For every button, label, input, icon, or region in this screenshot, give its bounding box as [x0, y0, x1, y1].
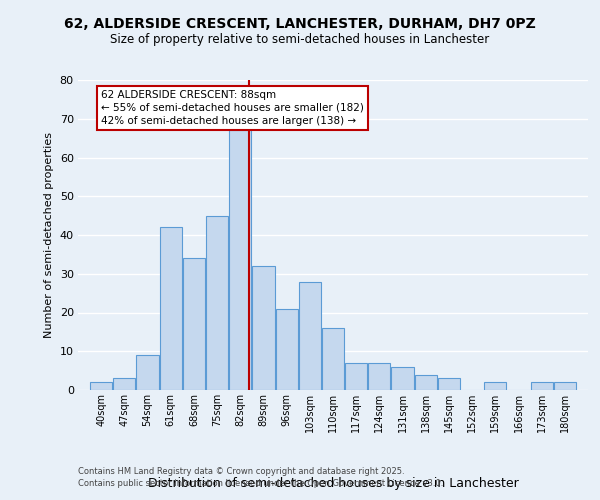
Text: Size of property relative to semi-detached houses in Lanchester: Size of property relative to semi-detach…	[110, 32, 490, 46]
Text: 62, ALDERSIDE CRESCENT, LANCHESTER, DURHAM, DH7 0PZ: 62, ALDERSIDE CRESCENT, LANCHESTER, DURH…	[64, 18, 536, 32]
Bar	[438, 378, 460, 390]
Text: Contains HM Land Registry data © Crown copyright and database right 2025.
Contai: Contains HM Land Registry data © Crown c…	[78, 466, 443, 487]
Bar	[415, 374, 437, 390]
Bar	[90, 382, 112, 390]
Bar	[275, 308, 298, 390]
Bar	[160, 227, 182, 390]
Bar	[136, 355, 158, 390]
Bar	[391, 367, 413, 390]
Bar	[484, 382, 506, 390]
Bar	[206, 216, 228, 390]
Bar	[368, 363, 391, 390]
Text: 62 ALDERSIDE CRESCENT: 88sqm
← 55% of semi-detached houses are smaller (182)
42%: 62 ALDERSIDE CRESCENT: 88sqm ← 55% of se…	[101, 90, 364, 126]
Bar	[322, 328, 344, 390]
Y-axis label: Number of semi-detached properties: Number of semi-detached properties	[44, 132, 54, 338]
Bar	[554, 382, 576, 390]
Bar	[299, 282, 321, 390]
X-axis label: Distribution of semi-detached houses by size in Lanchester: Distribution of semi-detached houses by …	[148, 476, 518, 490]
Bar	[183, 258, 205, 390]
Bar	[113, 378, 136, 390]
Bar	[253, 266, 275, 390]
Bar	[530, 382, 553, 390]
Bar	[345, 363, 367, 390]
Bar	[229, 130, 251, 390]
